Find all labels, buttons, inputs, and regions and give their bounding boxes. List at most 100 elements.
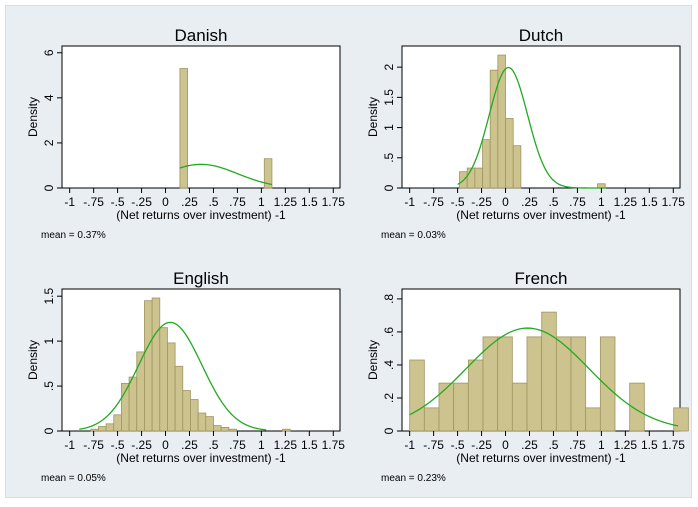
y-tick-label: .5 <box>42 381 56 391</box>
x-tick-label: 1.75 <box>322 438 346 452</box>
x-tick-label: 1.5 <box>301 438 318 452</box>
x-tick-label: 1.75 <box>322 195 346 209</box>
y-tick-label: 1.5 <box>42 288 56 305</box>
mean-note: mean = 0.37% <box>41 230 106 241</box>
x-tick-label: 1 <box>258 438 265 452</box>
histogram-bar <box>220 427 230 432</box>
y-tick-label: .5 <box>382 152 396 162</box>
x-tick-label: 1.5 <box>301 195 318 209</box>
x-tick-label: -1 <box>404 438 415 452</box>
x-tick-label: .5 <box>208 195 218 209</box>
x-tick-label: -.25 <box>131 438 152 452</box>
histogram-bar <box>570 336 587 432</box>
x-tick-label: 0 <box>502 195 509 209</box>
x-tick-label: -.25 <box>131 195 152 209</box>
histogram-bar <box>482 336 499 432</box>
histogram-bar <box>482 139 491 189</box>
histogram-bar <box>673 407 689 432</box>
x-tick-label: 1.5 <box>641 195 658 209</box>
density-curve <box>79 321 267 431</box>
x-tick-label: 1.25 <box>614 195 638 209</box>
x-tick-label: .5 <box>548 438 558 452</box>
y-tick-label: 6 <box>42 49 56 56</box>
y-axis-label: Density <box>366 97 380 137</box>
x-tick-label: -.75 <box>423 195 444 209</box>
y-tick-label: .8 <box>382 294 396 304</box>
histogram-bar <box>190 399 199 432</box>
histogram-bar <box>105 423 115 432</box>
x-tick-label: -.75 <box>423 438 444 452</box>
x-tick-label: 1.75 <box>662 438 686 452</box>
y-tick-label: 4 <box>42 94 56 101</box>
y-axis-label: Density <box>26 97 40 137</box>
histogram-bar <box>555 336 572 432</box>
x-tick-label: .5 <box>208 438 218 452</box>
histogram-bar <box>151 297 161 432</box>
x-tick-label: 0 <box>162 438 169 452</box>
x-tick-label: -.75 <box>83 195 104 209</box>
y-tick-label: 1 <box>42 337 56 344</box>
y-tick-label: 0 <box>382 427 396 434</box>
histogram-bar <box>497 336 513 432</box>
density-curve <box>409 327 679 427</box>
histogram-bar <box>136 351 145 432</box>
y-tick-label: 2 <box>382 63 396 70</box>
histogram-bar <box>128 376 138 432</box>
histogram-bar <box>228 428 237 432</box>
histogram-bar <box>511 382 528 432</box>
density-curve <box>457 66 607 189</box>
histogram-bar <box>174 365 184 432</box>
x-tick-label: .25 <box>521 438 538 452</box>
chart-title: English <box>173 269 229 288</box>
x-tick-label: .25 <box>521 195 538 209</box>
y-tick-label: 0 <box>382 184 396 191</box>
histogram-bar <box>144 300 153 432</box>
histogram-bar <box>474 167 483 189</box>
histogram-bar <box>179 68 188 189</box>
x-tick-label: 1.25 <box>614 438 638 452</box>
x-tick-label: .75 <box>229 195 246 209</box>
histogram-bar <box>263 158 273 189</box>
histogram-bar <box>182 390 191 432</box>
histogram-bar <box>98 426 107 432</box>
x-tick-label: 1 <box>598 195 605 209</box>
x-tick-label: -.5 <box>451 438 465 452</box>
x-tick-label: 0 <box>502 438 509 452</box>
histogram-figure: Danish-1 -.75 -.5 -.25 0.25.5.75 1 1.25 1.5 1.75… <box>26 26 689 484</box>
x-tick-label: .75 <box>569 438 586 452</box>
histogram-bar <box>453 382 469 432</box>
y-axis-label: Density <box>366 340 380 380</box>
histogram-bar <box>213 425 222 432</box>
chart-title: French <box>515 269 568 288</box>
histogram-bar <box>205 416 214 432</box>
histogram-bar <box>409 359 425 432</box>
y-tick-label: .4 <box>382 360 396 370</box>
x-tick-label: .75 <box>229 438 246 452</box>
histogram-bar <box>505 118 514 189</box>
panel-dutch: Dutch-1 -.75 -.5 -.25 0.25.5.75 1 1.25 1.5 1.750… <box>366 26 685 241</box>
x-tick-label: -.75 <box>83 438 104 452</box>
histogram-bar <box>526 336 543 432</box>
x-tick-label: 1 <box>598 438 605 452</box>
mean-note: mean = 0.05% <box>41 473 106 484</box>
y-tick-label: 0 <box>42 427 56 434</box>
panel-french: French -1 -.75 -.5 -.25 0 .25 .5 .75 1 1.25 1.5 1.75… <box>366 269 689 484</box>
x-tick-label: -.5 <box>111 438 125 452</box>
histogram-bar <box>585 407 601 432</box>
plot-area <box>61 45 341 189</box>
x-tick-label: .5 <box>548 195 558 209</box>
y-tick-label: 1.5 <box>382 89 396 106</box>
y-tick-label: 1 <box>382 124 396 131</box>
histogram-bar <box>423 407 440 432</box>
chart-title: Danish <box>175 26 228 45</box>
histogram-bar <box>197 412 207 432</box>
histogram-bar <box>282 428 291 432</box>
x-tick-label: -.5 <box>111 195 125 209</box>
x-tick-label: .25 <box>181 195 198 209</box>
x-tick-label: .75 <box>569 195 586 209</box>
y-axis-label: Density <box>26 340 40 380</box>
x-axis-label: (Net returns over investment) -1 <box>456 208 626 222</box>
x-axis-label: (Net returns over investment) -1 <box>116 451 286 465</box>
histogram-bar <box>541 311 557 432</box>
histogram-bar <box>90 428 99 432</box>
